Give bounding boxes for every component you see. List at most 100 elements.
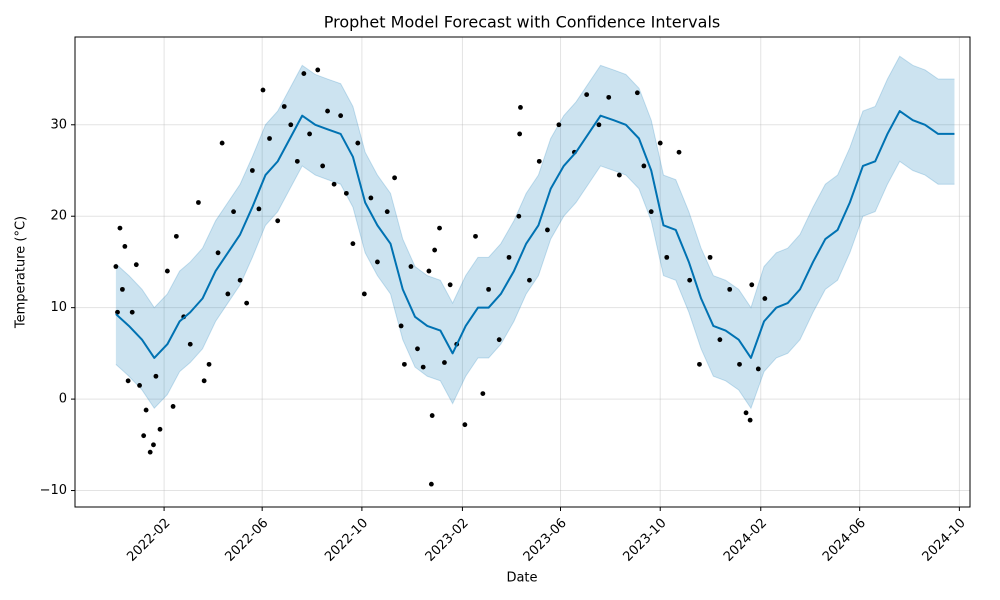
- observed-point: [401, 361, 407, 367]
- observed-point: [616, 172, 622, 178]
- y-tick-label: −10: [40, 483, 67, 498]
- observed-point: [147, 449, 153, 455]
- observed-point: [536, 158, 542, 164]
- observed-point: [375, 259, 380, 265]
- observed-point: [113, 264, 119, 269]
- observed-point: [676, 149, 682, 155]
- observed-point: [315, 67, 321, 73]
- observed-point: [606, 94, 612, 100]
- observed-point: [648, 209, 654, 215]
- chart-title: Prophet Model Forecast with Confidence I…: [324, 13, 720, 32]
- observed-point: [506, 254, 512, 260]
- observed-point: [117, 225, 123, 231]
- observed-point: [727, 286, 733, 292]
- observed-point: [486, 286, 491, 292]
- observed-point: [325, 108, 330, 114]
- y-tick-label: 20: [50, 209, 67, 224]
- observed-point: [267, 136, 272, 141]
- observed-point: [338, 113, 344, 119]
- plot-area: [113, 55, 955, 487]
- observed-point: [517, 131, 523, 137]
- observed-point: [361, 291, 367, 297]
- plot-frame: [74, 36, 971, 508]
- observed-point: [256, 206, 262, 212]
- observed-point: [392, 175, 397, 181]
- observed-point: [355, 140, 361, 146]
- observed-point: [408, 264, 414, 269]
- observed-point: [219, 140, 225, 146]
- observed-point: [462, 422, 468, 428]
- observed-point: [133, 262, 139, 268]
- x-axis-label: Date: [506, 571, 537, 586]
- observed-point: [762, 296, 768, 301]
- observed-point: [153, 373, 159, 379]
- observed-point: [596, 122, 602, 128]
- grid: [75, 37, 970, 507]
- observed-point: [384, 209, 390, 215]
- observed-point: [206, 361, 212, 367]
- observed-point: [447, 282, 453, 288]
- observed-point: [225, 291, 231, 297]
- observed-point: [170, 404, 176, 409]
- observed-point: [398, 323, 404, 329]
- observed-point: [288, 122, 294, 128]
- observed-point: [697, 361, 702, 367]
- observed-point: [173, 233, 179, 239]
- observed-point: [641, 163, 647, 169]
- observed-point: [201, 378, 207, 384]
- y-tick-label: 10: [50, 300, 67, 315]
- observed-point: [429, 413, 435, 418]
- observed-point: [281, 104, 287, 109]
- observed-point: [420, 364, 426, 370]
- observed-point: [275, 218, 281, 224]
- observed-point: [707, 254, 713, 260]
- observed-point: [294, 158, 300, 164]
- observed-point: [634, 90, 640, 96]
- band-edge-upper: [115, 55, 955, 309]
- observed-point: [331, 181, 337, 187]
- observed-point: [249, 168, 255, 173]
- band-edge-lower: [115, 160, 955, 410]
- observed-point: [151, 442, 156, 448]
- observed-point: [125, 378, 131, 384]
- observed-point: [164, 268, 170, 274]
- observed-point: [115, 309, 120, 315]
- observed-point: [496, 337, 502, 343]
- forecast-line: [115, 110, 955, 359]
- y-tick-label: 30: [50, 117, 67, 132]
- observed-point: [137, 382, 142, 388]
- observed-point: [743, 410, 749, 416]
- observed-point: [584, 92, 590, 98]
- observed-point: [428, 481, 434, 487]
- observed-point: [556, 122, 562, 128]
- observed-point: [120, 286, 125, 292]
- observed-point: [687, 277, 693, 283]
- observed-point: [518, 105, 523, 110]
- observed-point: [657, 140, 663, 146]
- observed-point: [187, 341, 193, 347]
- observed-point: [749, 282, 755, 288]
- observed-point: [320, 163, 326, 169]
- observed-point: [129, 309, 135, 315]
- observed-point: [143, 407, 149, 413]
- observed-point: [260, 87, 266, 93]
- y-axis-label: Temperature (°C): [14, 216, 29, 329]
- observed-point: [480, 391, 486, 397]
- observed-point: [426, 268, 432, 274]
- observed-point: [437, 225, 442, 231]
- observed-point: [527, 277, 532, 283]
- observed-point: [157, 426, 163, 432]
- confidence-band: [115, 56, 955, 409]
- observed-point: [122, 243, 128, 249]
- observed-point: [747, 417, 753, 423]
- observed-point: [442, 360, 447, 365]
- observed-point: [545, 227, 550, 233]
- observed-point: [717, 337, 723, 343]
- observed-point: [231, 209, 236, 215]
- observed-point: [196, 200, 201, 205]
- observed-point: [664, 254, 670, 260]
- y-tick-label: 0: [59, 392, 67, 407]
- observed-point: [415, 346, 420, 352]
